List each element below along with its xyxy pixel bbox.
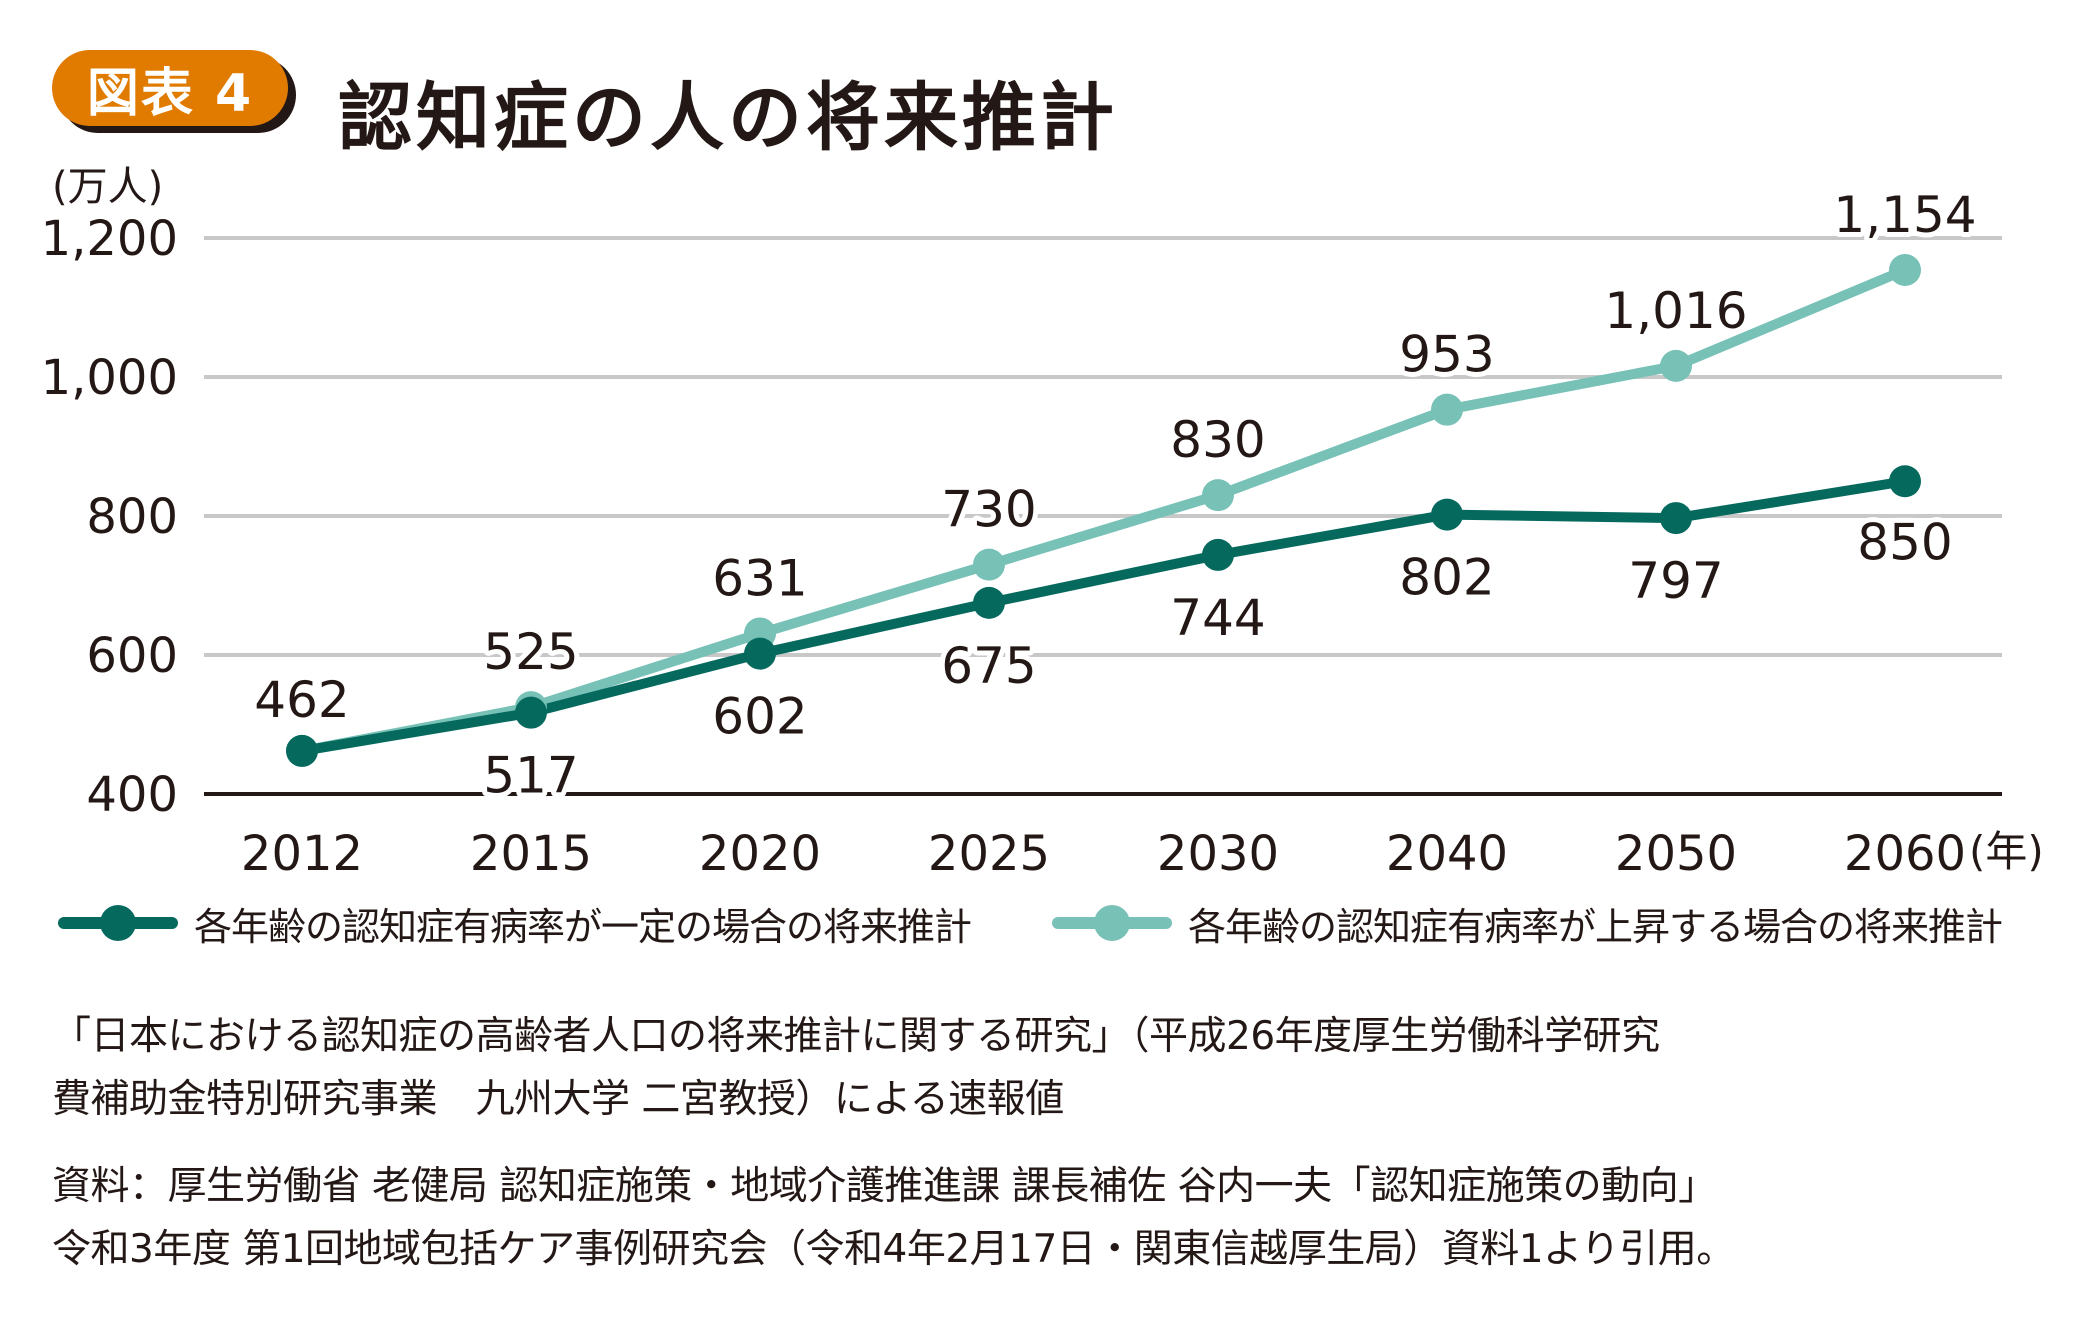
data-point-constant	[1660, 502, 1692, 535]
source-line-1: 資料：厚生労働省 老健局 認知症施策・地域介護推進課 課長補佐 谷内一夫「認知症…	[52, 1164, 1717, 1209]
y-tick-label: 800	[86, 489, 178, 545]
data-label-rising: 730	[941, 481, 1036, 539]
legend-marker-icon	[100, 905, 136, 941]
data-label-rising: 631	[712, 549, 807, 607]
data-label-constant: 602	[712, 688, 807, 746]
data-point-rising	[1660, 349, 1692, 382]
data-point-constant	[973, 586, 1005, 619]
x-tick-label: 2060	[1844, 826, 1966, 882]
data-label-rising: 525	[483, 623, 578, 681]
figure-number-badge: 図表 4	[52, 50, 288, 126]
x-tick-label: 2012	[241, 826, 363, 882]
line-chart: (万人) 400 600 800 1,000 1,200 2012 2015 2020 202…	[41, 164, 2044, 882]
data-label-rising: 953	[1399, 326, 1494, 384]
data-point-rising	[1202, 479, 1234, 512]
chart-title: 認知症の人の将来推計	[338, 75, 1118, 161]
data-point-rising	[1889, 253, 1921, 286]
legend-item-rising: 各年齢の認知症有病率が上昇する場合の将来推計	[1052, 895, 2003, 951]
data-point-constant	[1889, 465, 1921, 498]
data-label-constant: 675	[941, 637, 1036, 695]
y-tick-label: 1,200	[41, 211, 178, 267]
x-axis-unit: (年)	[1969, 827, 2044, 876]
data-point-constant	[1431, 498, 1463, 531]
x-tick-label: 2050	[1615, 826, 1737, 882]
data-point-constant	[744, 637, 776, 670]
series-line-rising	[297, 264, 1910, 756]
y-axis-unit: (万人)	[52, 164, 163, 210]
footnote-line-2: 費補助金特別研究事業 九州大学 二宮教授）による速報値	[52, 1077, 1064, 1122]
legend-label-rising: 各年齢の認知症有病率が上昇する場合の将来推計	[1188, 904, 2003, 949]
data-point-rising	[973, 548, 1005, 581]
x-tick-label: 2030	[1157, 826, 1279, 882]
data-label-rising: 1,016	[1604, 282, 1747, 340]
data-label-constant: 744	[1170, 589, 1265, 647]
x-tick-label: 2015	[470, 826, 592, 882]
legend-label-constant: 各年齢の認知症有病率が一定の場合の将来推計	[194, 904, 972, 949]
data-label-rising: 830	[1170, 411, 1265, 469]
x-tick-label: 2040	[1386, 826, 1508, 882]
legend-marker-icon	[1094, 905, 1130, 941]
y-tick-label: 400	[86, 767, 178, 823]
source-line-2: 令和3年度 第1回地域包括ケア事例研究会（令和4年2月17日・関東信越厚生局）資…	[52, 1227, 1735, 1272]
y-tick-label: 600	[86, 628, 178, 684]
data-label-constant: 802	[1399, 549, 1494, 607]
legend-swatch-constant	[58, 895, 178, 951]
legend-item-constant: 各年齢の認知症有病率が一定の場合の将来推計	[58, 895, 972, 951]
legend-swatch-rising	[1052, 895, 1172, 951]
data-label-constant: 797	[1628, 552, 1723, 610]
data-point-constant	[515, 696, 547, 729]
series-line-constant	[297, 476, 1910, 756]
data-point-constant	[1202, 538, 1234, 571]
footnote-line-1: 「日本における認知症の高齢者人口の将来推計に関する研究」（平成26年度厚生労働科…	[52, 1014, 1660, 1059]
x-tick-label: 2020	[699, 826, 821, 882]
data-label-constant: 517	[483, 747, 578, 805]
x-tick-label: 2025	[928, 826, 1050, 882]
data-label-constant: 462	[254, 671, 349, 729]
data-point-rising	[1431, 393, 1463, 426]
data-point-constant	[286, 734, 318, 767]
data-label-constant: 850	[1857, 513, 1952, 571]
data-label-rising: 1,154	[1833, 186, 1976, 244]
y-tick-label: 1,000	[41, 350, 178, 406]
figure-number: 図表 4	[86, 63, 254, 124]
